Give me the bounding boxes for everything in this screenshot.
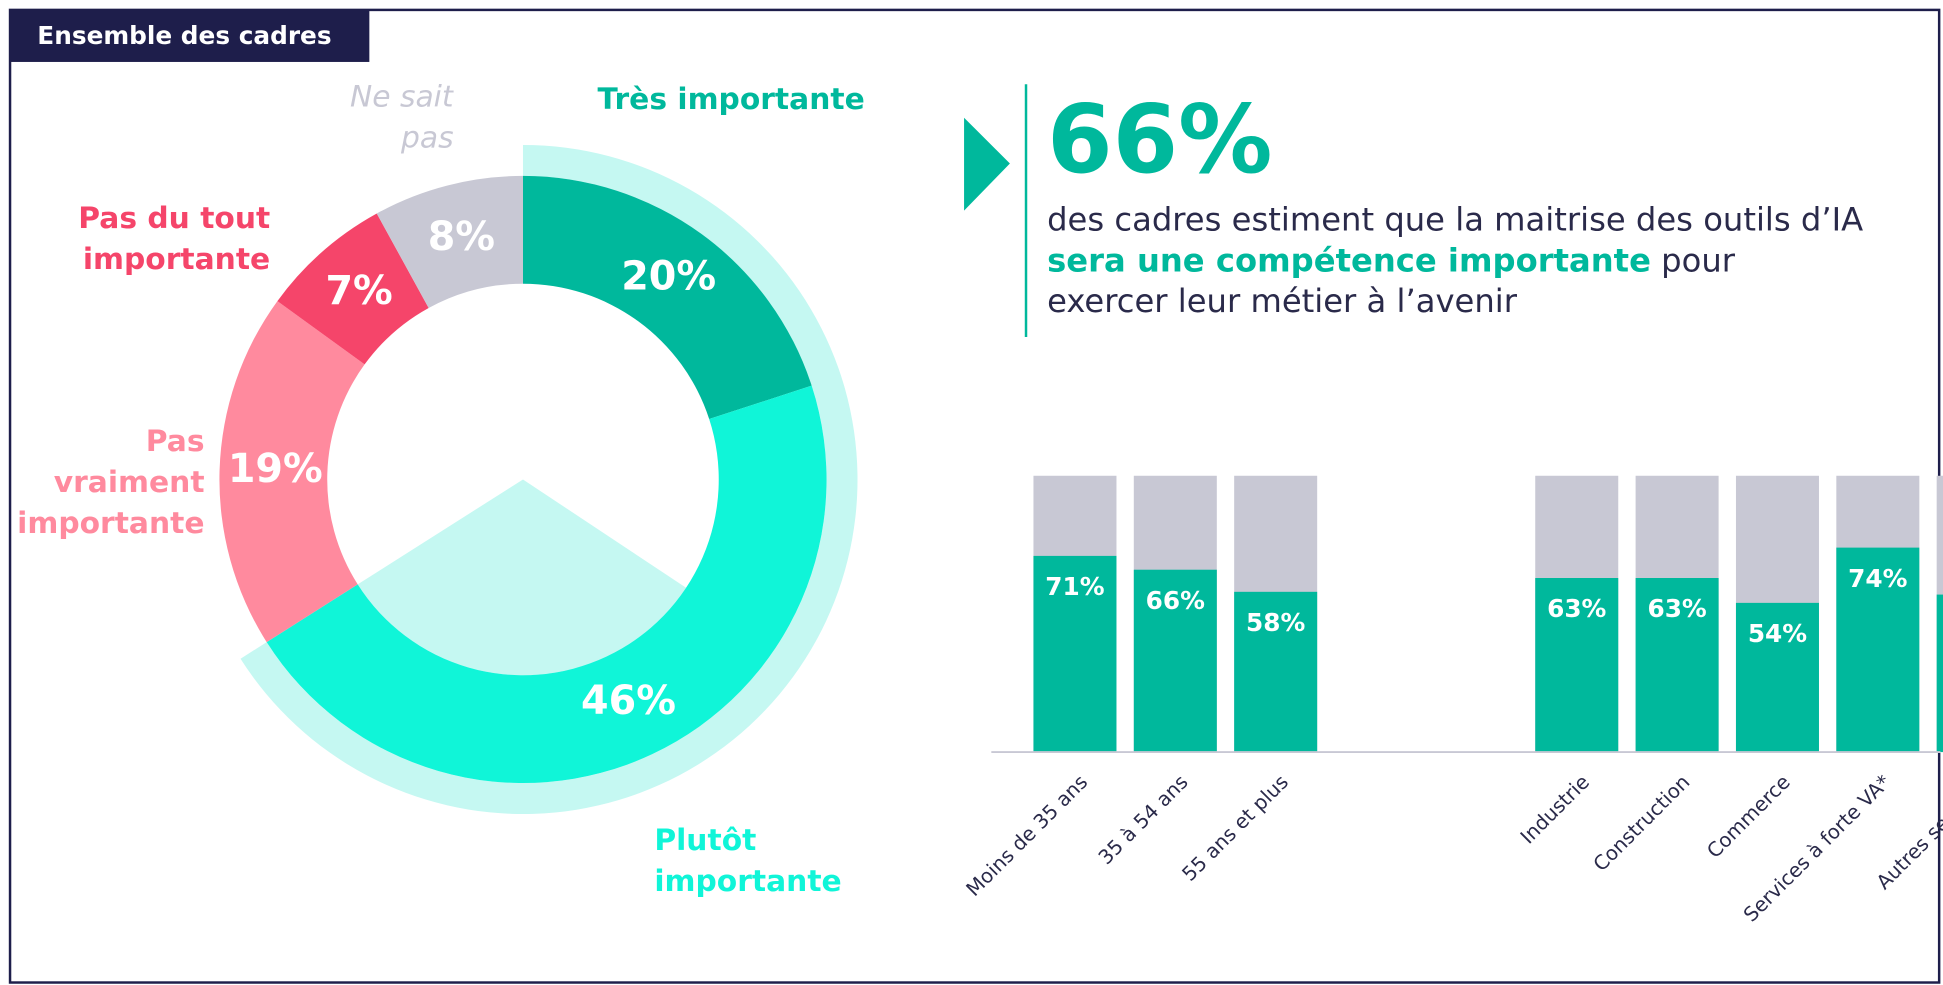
label-box: Très importante [597, 81, 865, 117]
callout-text-box: des cadres estiment que la maitrise des … [1047, 201, 1865, 324]
value-label: 20% [621, 254, 716, 300]
callout-text-part: pour exercer leur métier à l’avenir [1047, 242, 1735, 321]
value-label: 19% [228, 446, 323, 492]
callout-text-highlight: sera une compétence importante [1047, 242, 1651, 281]
donut-segment [522, 175, 812, 419]
callout-figure: 66% [1047, 86, 1272, 195]
segment-label: Pas vraiment importante [17, 423, 205, 541]
value-label: 74% [1848, 564, 1907, 593]
segment-label: Plutôt importante [654, 822, 842, 899]
bar [1635, 578, 1719, 753]
bar [1535, 578, 1619, 753]
bar [1234, 591, 1318, 753]
segment-label: Pas du tout importante [78, 200, 271, 277]
segment-label: Ne sait pas [349, 79, 454, 155]
value-label: 54% [1748, 619, 1807, 648]
label-box: Plutôt importante [654, 822, 842, 899]
label-box: Pas vraiment importante [17, 423, 205, 541]
donut-segment [266, 385, 827, 784]
value-label: 7% [325, 268, 392, 314]
bar [1033, 555, 1117, 753]
donut-segment [219, 301, 365, 643]
value-label: 71% [1045, 572, 1104, 601]
title: Ensemble des cadres [37, 21, 331, 50]
label-box: Ne sait pas [349, 79, 454, 155]
callout-arrow [964, 117, 1010, 211]
inner-highlight [357, 479, 687, 676]
callout-text-part: des cadres estiment que la maitrise des … [1047, 201, 1864, 240]
bar [1735, 602, 1819, 753]
label-box: Pas du tout importante [78, 200, 271, 277]
value-label: 66% [1146, 586, 1205, 615]
bar [1836, 547, 1920, 753]
value-label: 63% [1647, 594, 1706, 623]
title-tab [10, 9, 370, 62]
segment-label: Très importante [597, 81, 865, 117]
donut-segment [277, 213, 429, 365]
bar [1936, 594, 1943, 753]
value-label: 46% [581, 678, 676, 724]
value-label: 63% [1547, 594, 1606, 623]
value-label: 8% [428, 214, 495, 260]
donut-segment [376, 175, 523, 308]
bar [1133, 569, 1217, 753]
value-label: 58% [1246, 608, 1305, 637]
callout-text: des cadres estiment que la maitrise des … [1047, 201, 1865, 324]
